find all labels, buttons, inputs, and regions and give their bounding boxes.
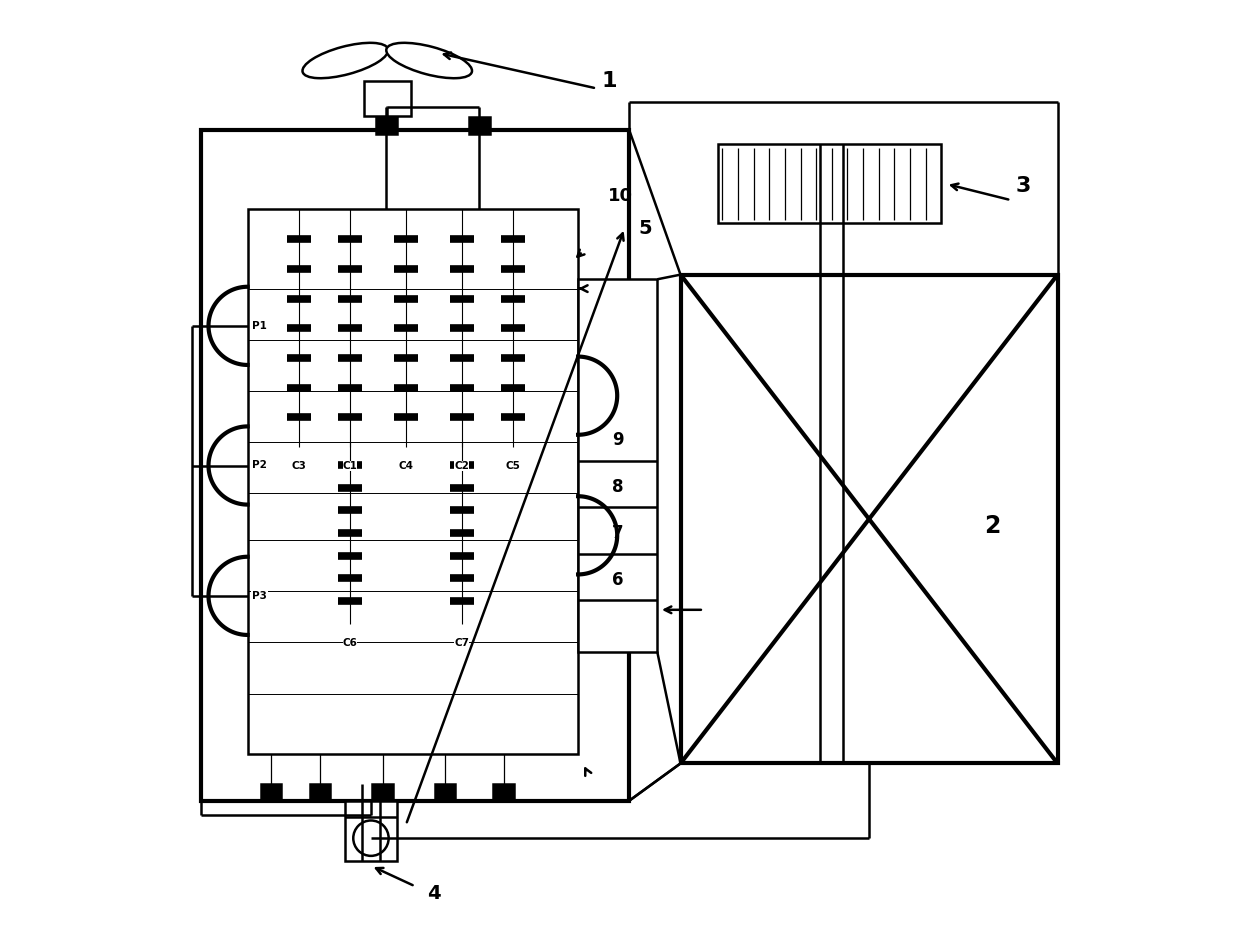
Ellipse shape (387, 43, 472, 78)
Text: 2: 2 (985, 514, 1001, 538)
Bar (372, 784, 393, 801)
Text: C5: C5 (506, 461, 521, 471)
Text: C2: C2 (454, 461, 469, 471)
Bar (201, 130, 630, 801)
Text: P3: P3 (252, 591, 267, 600)
Bar (718, 144, 941, 223)
Ellipse shape (303, 43, 388, 78)
Bar (376, 117, 397, 134)
Text: P1: P1 (252, 321, 267, 331)
Bar (248, 209, 578, 754)
Text: C3: C3 (291, 461, 306, 471)
Bar (494, 784, 513, 801)
Text: 6: 6 (611, 571, 624, 589)
Bar (469, 117, 490, 134)
Bar (365, 81, 410, 116)
Text: 8: 8 (611, 478, 624, 496)
Bar (310, 784, 330, 801)
Bar (260, 784, 281, 801)
Text: 10: 10 (608, 186, 632, 205)
Bar (435, 784, 455, 801)
Text: 5: 5 (639, 219, 652, 237)
Text: 9: 9 (611, 431, 624, 450)
Bar (681, 275, 1058, 763)
Text: P2: P2 (252, 461, 267, 470)
Text: 3: 3 (1016, 176, 1030, 196)
Text: 7: 7 (611, 524, 624, 543)
Text: C1: C1 (342, 461, 357, 471)
Bar (346, 801, 397, 861)
Text: C6: C6 (342, 638, 357, 648)
Bar (578, 279, 657, 652)
Text: C4: C4 (398, 461, 413, 471)
Text: C7: C7 (454, 638, 469, 648)
Text: 1: 1 (601, 71, 616, 91)
Text: 4: 4 (427, 884, 440, 903)
